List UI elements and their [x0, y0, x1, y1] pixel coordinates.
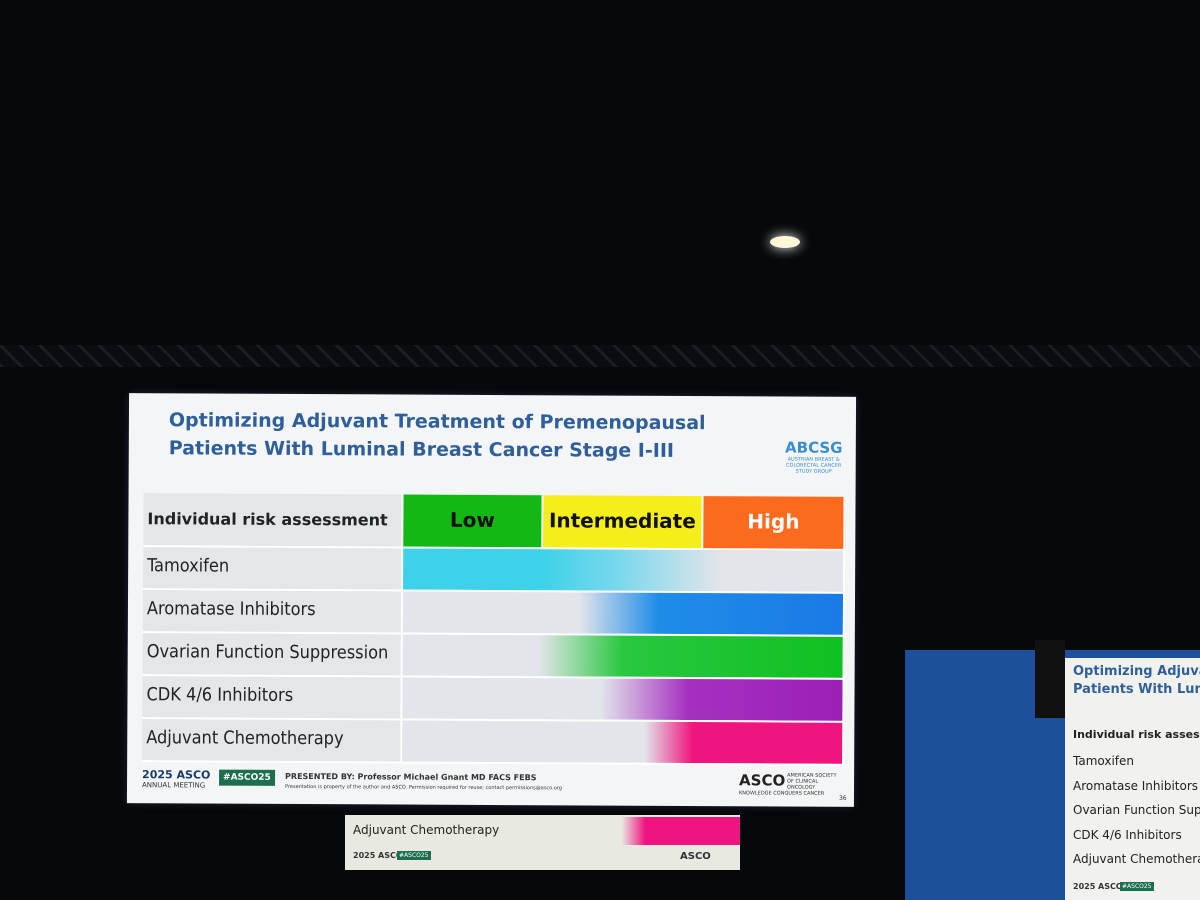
side-row: Aromatase Inhibitors: [1073, 779, 1199, 793]
row-bar: [345, 817, 740, 845]
side-slide: Optimizing Adjuva Patients With Lum Indi…: [1065, 658, 1200, 900]
confidence-monitor: Adjuvant Chemotherapy 2025 ASCO #ASCO25 …: [345, 815, 740, 870]
page-number: 36: [838, 794, 847, 802]
header-cell: Individual risk assessment: [143, 493, 404, 549]
row-bar: [403, 548, 846, 594]
truss: [0, 345, 1200, 367]
side-header: Individual risk assessme: [1073, 728, 1200, 741]
slide: Optimizing Adjuvant Treatment of Premeno…: [126, 393, 857, 807]
row-label: Adjuvant Chemotherapy: [353, 823, 500, 837]
logo-text: ABCSG: [785, 438, 843, 457]
row-label: Ovarian Function Suppression: [142, 633, 403, 678]
hashtag: #ASCO25: [219, 769, 275, 786]
side-row: Ovarian Function Suppres: [1073, 803, 1200, 817]
society: ASCO: [739, 771, 786, 790]
slide-title: Optimizing Adjuvant Treatment of Premeno…: [168, 409, 706, 435]
row-label: Tamoxifen: [143, 547, 404, 592]
row-bar: [402, 634, 845, 680]
hashtag: #ASCO25: [1120, 882, 1154, 891]
row-label: CDK 4/6 Inhibitors: [142, 676, 403, 721]
presenter: PRESENTED BY: Professor Michael Gnant MD…: [285, 771, 537, 783]
notice: Presentation is property of the author a…: [285, 783, 562, 792]
tagline: KNOWLEDGE CONQUERS CANCER: [738, 790, 825, 797]
row-label: Adjuvant Chemotherapy: [142, 719, 403, 764]
logo-subtitle: AUSTRIAN BREAST & COLORECTAL CANCER STUD…: [786, 456, 842, 475]
row-bar: [402, 591, 846, 637]
side-row: CDK 4/6 Inhibitors: [1073, 828, 1182, 842]
meeting: 2025 ASCO: [1073, 882, 1123, 891]
slide-title: Patients With Luminal Breast Cancer Stag…: [168, 437, 675, 462]
header-cell: Low: [403, 494, 544, 550]
meeting: 2025 ASCO: [142, 768, 211, 782]
speaker: [1035, 640, 1065, 718]
side-title: Patients With Lum: [1073, 682, 1200, 697]
ceiling-light: [770, 236, 800, 248]
society: ASCO: [680, 851, 711, 862]
meeting-sub: ANNUAL MEETING: [142, 781, 206, 790]
side-row: Adjuvant Chemotherapy: [1073, 852, 1200, 866]
hashtag: #ASCO25: [397, 851, 431, 860]
meeting: 2025 ASCO: [353, 851, 403, 860]
logo: ABCSG AUSTRIAN BREAST & COLORECTAL CANCE…: [779, 411, 849, 475]
row-bar: [402, 677, 845, 723]
header-cell: High: [703, 496, 846, 551]
society-sub: AMERICAN SOCIETY OF CLINICAL ONCOLOGY: [787, 772, 837, 791]
header-cell: Intermediate: [543, 495, 704, 551]
side-row: Tamoxifen: [1073, 754, 1135, 768]
row-label: Aromatase Inhibitors: [142, 590, 404, 635]
row-bar: [402, 720, 845, 766]
side-title: Optimizing Adjuva: [1073, 664, 1200, 679]
